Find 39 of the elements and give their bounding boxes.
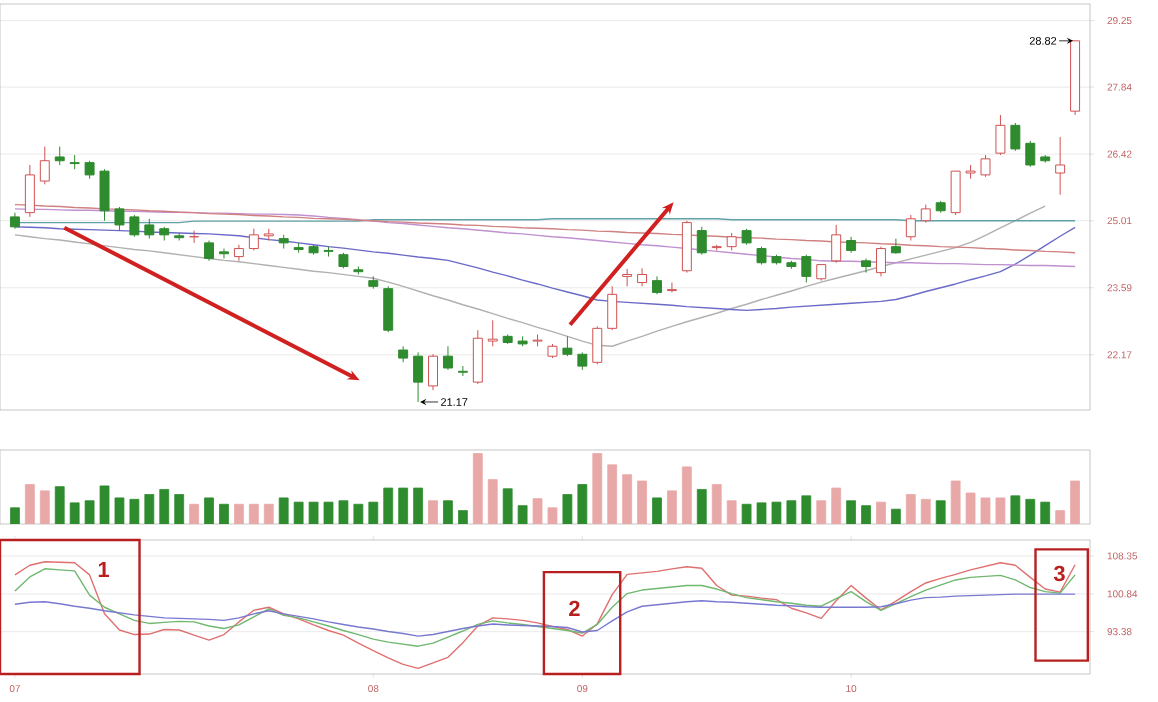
candlestick bbox=[905, 214, 916, 242]
candlestick bbox=[99, 168, 110, 222]
candlestick bbox=[861, 257, 872, 274]
candlestick bbox=[54, 146, 65, 166]
candlestick bbox=[890, 238, 901, 255]
annotation: 1 bbox=[98, 561, 110, 578]
candlestick bbox=[696, 226, 707, 256]
candlestick bbox=[204, 240, 215, 262]
candlestick bbox=[1025, 140, 1036, 168]
candlestick bbox=[428, 353, 438, 391]
annotation: 2 bbox=[569, 600, 580, 616]
candlestick bbox=[144, 218, 155, 240]
candlestick bbox=[831, 224, 842, 264]
candlestick bbox=[980, 154, 991, 178]
candlestick bbox=[995, 114, 1006, 156]
candlestick bbox=[622, 268, 633, 287]
candlestick bbox=[114, 206, 125, 232]
candlestick bbox=[129, 214, 140, 238]
candlestick bbox=[1010, 122, 1021, 152]
candlestick bbox=[875, 246, 886, 277]
candlestick bbox=[487, 319, 498, 347]
candlestick bbox=[607, 285, 618, 331]
candlestick bbox=[801, 254, 812, 284]
candlestick bbox=[1055, 136, 1066, 196]
candlestick bbox=[413, 351, 424, 403]
candlestick bbox=[442, 345, 453, 371]
candlestick bbox=[383, 285, 394, 333]
candlestick bbox=[39, 146, 50, 185]
candlestick bbox=[24, 164, 35, 218]
annotation: 3 bbox=[1053, 565, 1065, 582]
candlestick bbox=[950, 170, 961, 216]
candlestick bbox=[666, 282, 677, 293]
candlestick bbox=[637, 267, 648, 287]
candlestick bbox=[248, 228, 259, 251]
candlestick bbox=[218, 248, 229, 259]
candlestick bbox=[457, 365, 468, 377]
candlestick bbox=[472, 329, 483, 385]
candlestick bbox=[592, 325, 603, 365]
candlestick bbox=[562, 335, 573, 357]
